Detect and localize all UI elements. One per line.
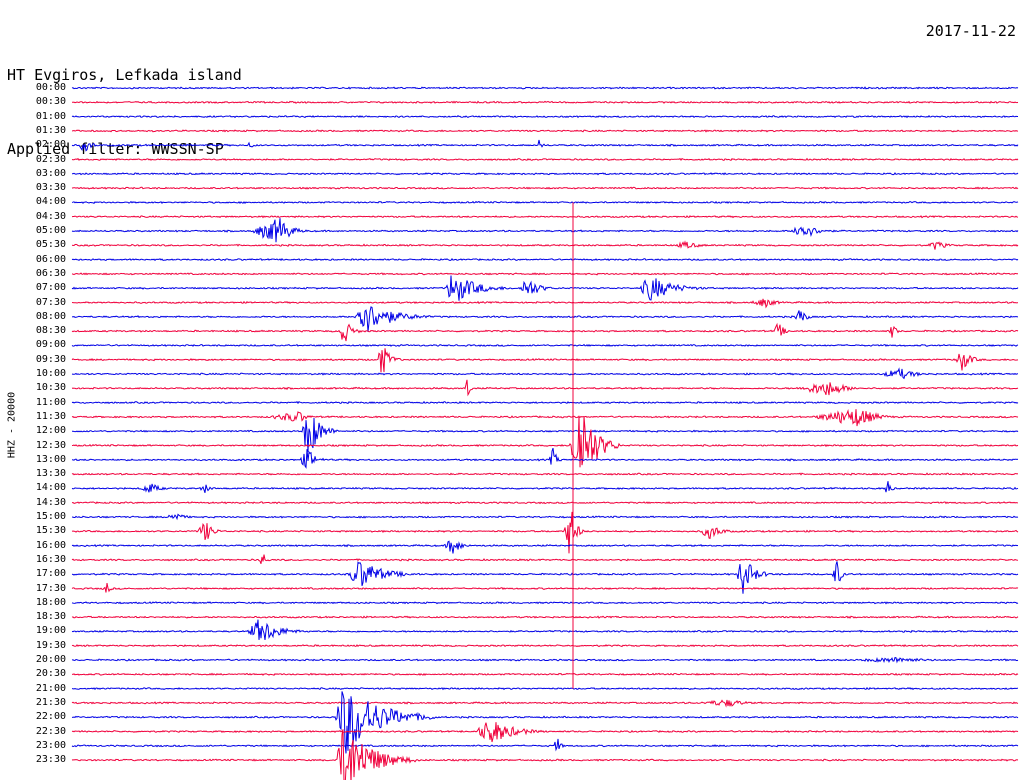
trace-line: [72, 739, 1018, 750]
trace-line: [72, 380, 1018, 395]
trace-line: [72, 473, 1018, 475]
trace-line: [72, 101, 1018, 103]
trace-line: [72, 216, 1018, 218]
trace-line: [72, 658, 1018, 662]
trace-line: [72, 448, 1018, 467]
trace-line: [72, 688, 1018, 690]
trace-line: [72, 514, 1018, 518]
trace-line: [72, 273, 1018, 275]
trace-line: [72, 324, 1018, 341]
trace-line: [72, 700, 1018, 706]
trace-line: [72, 87, 1018, 89]
trace-line: [72, 620, 1018, 640]
trace-line: [72, 409, 1018, 426]
trace-line: [72, 729, 1018, 780]
trace-line: [72, 481, 1018, 493]
trace-line: [72, 722, 1018, 742]
trace-line: [72, 276, 1018, 301]
trace-line: [72, 130, 1018, 132]
trace-line: [72, 418, 1018, 452]
trace-line: [72, 673, 1018, 675]
trace-line: [72, 116, 1018, 118]
trace-line: [72, 402, 1018, 404]
trace-line: [72, 187, 1018, 189]
trace-line: [72, 645, 1018, 647]
trace-line: [72, 242, 1018, 250]
trace-line: [72, 348, 1018, 372]
trace-line: [72, 140, 1018, 151]
trace-line: [72, 616, 1018, 618]
trace-line: [72, 202, 1018, 204]
trace-line: [72, 369, 1018, 379]
trace-line: [72, 345, 1018, 347]
trace-line: [72, 555, 1018, 564]
trace-line: [72, 259, 1018, 261]
trace-line: [72, 583, 1018, 592]
trace-line: [72, 502, 1018, 504]
trace-line: [72, 541, 1018, 553]
trace-line: [72, 602, 1018, 604]
trace-line: [72, 307, 1018, 332]
trace-line: [72, 299, 1018, 307]
trace-line: [72, 173, 1018, 175]
trace-line: [72, 218, 1018, 242]
trace-line: [72, 159, 1018, 161]
trace-line: [72, 691, 1018, 753]
